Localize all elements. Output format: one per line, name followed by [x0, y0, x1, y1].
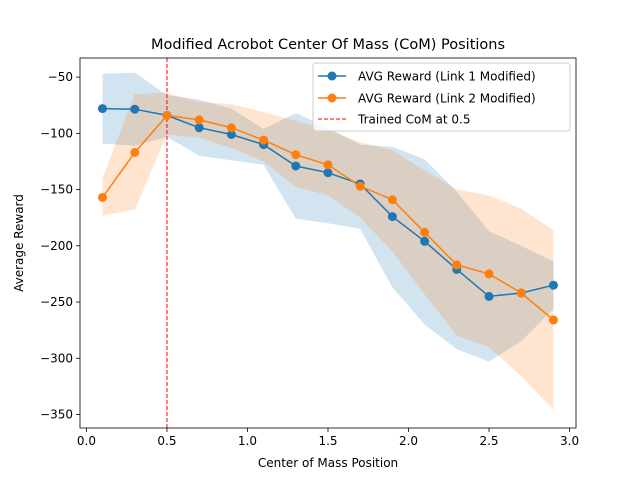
y-tick-label: −250: [40, 295, 73, 309]
y-tick-label: −300: [40, 351, 73, 365]
legend: AVG Reward (Link 1 Modified) AVG Reward …: [312, 62, 571, 132]
data-point-link1: [194, 123, 204, 133]
legend-label-reference: Trained CoM at 0.5: [357, 113, 470, 127]
x-tick-label: 1.5: [318, 434, 337, 448]
x-tick-label: 0.0: [77, 434, 96, 448]
data-point-link2: [452, 260, 462, 270]
data-point-link2: [516, 288, 526, 298]
x-tick-label: 3.0: [560, 434, 579, 448]
legend-box: [312, 62, 571, 132]
legend-marker-link1: [327, 71, 337, 81]
data-point-link1: [226, 130, 236, 139]
legend-label-link2: AVG Reward (Link 2 Modified): [358, 92, 536, 106]
legend-marker-link2: [327, 93, 337, 103]
y-axis-ticks: −50 −100 −150 −200 −250 −300 −350: [40, 70, 80, 422]
series-points: [98, 104, 558, 325]
x-axis-ticks: 0.0 0.5 1.0 1.5 2.0 2.5 3.0: [77, 428, 579, 448]
data-point-link2: [162, 110, 172, 120]
data-point-link1: [291, 161, 301, 171]
data-point-link2: [226, 123, 236, 133]
x-axis-label: Center of Mass Position: [258, 456, 398, 470]
y-axis-label: Average Reward: [12, 194, 26, 292]
data-point-link2: [98, 193, 107, 202]
y-tick-label: −50: [48, 70, 73, 84]
x-tick-label: 0.5: [157, 434, 176, 448]
data-point-link1: [323, 168, 333, 178]
data-point-link1: [130, 104, 140, 114]
data-point-link1: [98, 104, 107, 114]
data-point-link2: [259, 135, 269, 145]
data-point-link1: [387, 212, 397, 222]
data-point-link2: [291, 150, 301, 160]
confidence-band-link2: [102, 92, 554, 411]
chart-title: Modified Acrobot Center Of Mass (CoM) Po…: [151, 37, 505, 53]
data-point-link2: [323, 160, 333, 170]
data-point-link1: [549, 280, 558, 290]
confidence-bands: [102, 72, 554, 411]
y-tick-label: −100: [40, 126, 73, 140]
data-point-link1: [420, 236, 430, 246]
x-tick-label: 2.0: [399, 434, 418, 448]
data-point-link2: [387, 195, 397, 205]
data-point-link2: [130, 148, 140, 157]
legend-label-link1: AVG Reward (Link 1 Modified): [358, 70, 536, 84]
data-point-link1: [484, 291, 494, 301]
y-tick-label: −350: [40, 408, 73, 422]
y-tick-label: −200: [40, 239, 73, 253]
data-point-link2: [355, 181, 365, 191]
x-tick-label: 2.5: [479, 434, 498, 448]
data-point-link2: [549, 315, 558, 325]
y-tick-label: −150: [40, 183, 73, 197]
data-point-link2: [194, 115, 204, 125]
data-point-link2: [420, 227, 430, 237]
data-point-link2: [484, 269, 494, 279]
confidence-band-link1: [102, 72, 554, 362]
x-tick-label: 1.0: [238, 434, 257, 448]
